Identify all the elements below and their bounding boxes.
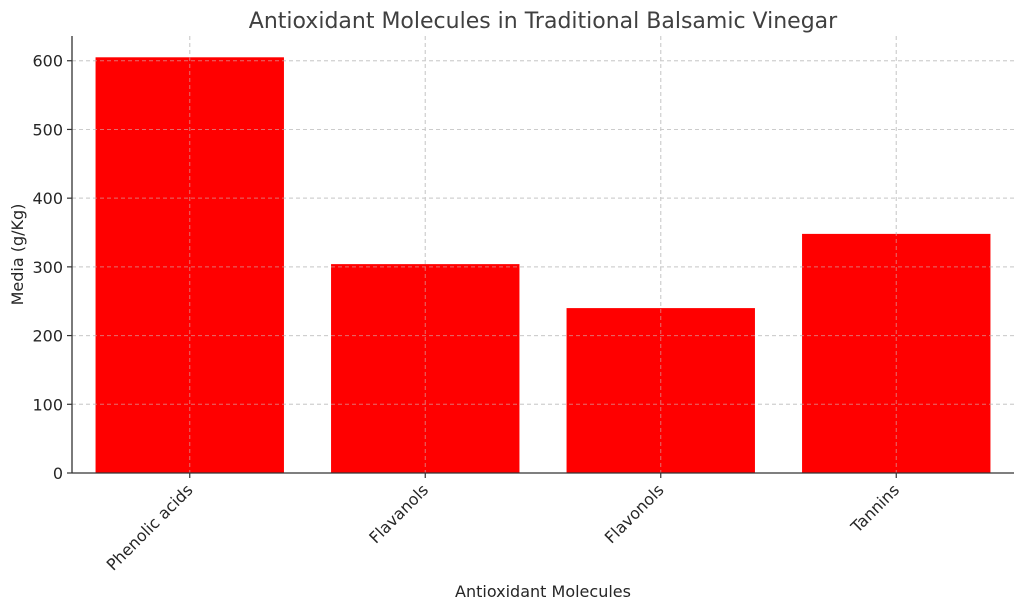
x-tick-label: Phenolic acids xyxy=(103,480,197,574)
bars-layer xyxy=(95,57,991,473)
y-tick-label: 300 xyxy=(32,258,63,277)
x-axis-label: Antioxidant Molecules xyxy=(455,582,631,601)
y-tick-label: 600 xyxy=(32,52,63,71)
y-tick-label: 500 xyxy=(32,120,63,139)
grid-overlay xyxy=(72,36,1014,473)
y-ticks: 0 100 200 300 400 500 600 xyxy=(32,52,72,483)
y-tick-label: 200 xyxy=(32,327,63,346)
x-tick-label: Flavanols xyxy=(365,480,432,547)
x-tick-label: Flavonols xyxy=(601,480,668,547)
chart-title: Antioxidant Molecules in Traditional Bal… xyxy=(249,9,838,34)
x-ticks: Phenolic acids Flavanols Flavonols Tannins xyxy=(103,473,903,574)
y-tick-label: 100 xyxy=(32,395,63,414)
x-tick-label: Tannins xyxy=(846,480,903,537)
axes-layer xyxy=(71,36,1014,474)
y-tick-label: 400 xyxy=(32,189,63,208)
y-tick-label: 0 xyxy=(53,464,63,483)
y-axis-label: Media (g/Kg) xyxy=(8,204,27,306)
